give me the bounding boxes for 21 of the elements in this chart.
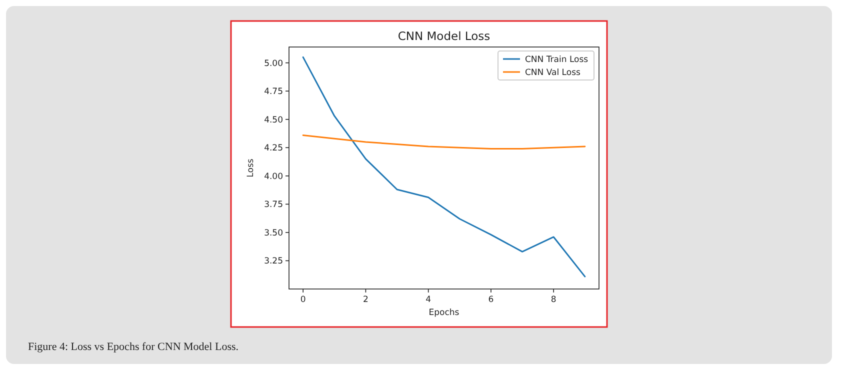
caption: Figure 4: Loss vs Epochs for CNN Model Loss.	[28, 341, 239, 353]
chart-title: CNN Model Loss	[398, 29, 490, 43]
y-tick-label: 5.00	[264, 58, 283, 69]
x-tick-label: 6	[488, 295, 494, 305]
legend-label: CNN Val Loss	[525, 68, 581, 78]
x-tick-label: 4	[426, 295, 432, 305]
legend-label: CNN Train Loss	[525, 55, 589, 65]
line-series	[302, 134, 586, 150]
x-axis-title: Epochs	[428, 308, 460, 318]
x-tick-label: 0	[300, 295, 306, 305]
y-tick-label: 4.75	[264, 87, 283, 98]
y-tick-label: 4.00	[264, 172, 283, 182]
y-tick-label: 4.50	[264, 115, 283, 126]
line-series	[302, 56, 586, 278]
y-tick-label: 3.75	[264, 200, 283, 210]
y-tick-label: 4.25	[264, 144, 283, 154]
x-tick-label: 8	[550, 295, 556, 305]
y-tick-label: 3.25	[264, 256, 283, 267]
x-tick-label: 2	[363, 295, 368, 305]
y-tick-label: 3.50	[264, 228, 283, 238]
y-axis-title: Loss	[246, 158, 256, 178]
